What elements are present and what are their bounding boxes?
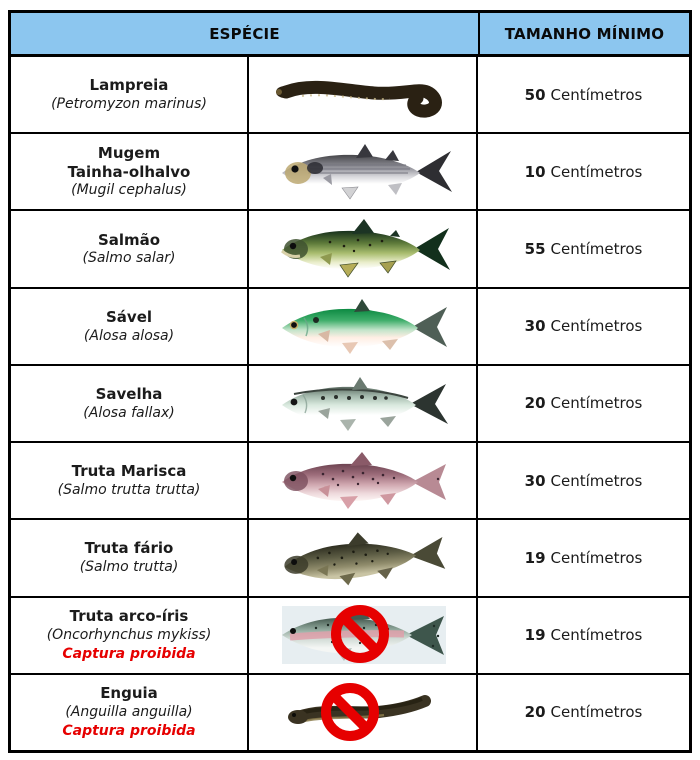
size-unit: Centímetros [550, 240, 643, 259]
size-value: 30 [524, 471, 546, 490]
scientific-name: (Alosa fallax) [83, 404, 175, 421]
minimum-size-cell: 55 Centímetros [478, 211, 689, 286]
truta-marisca-fish-image [281, 451, 446, 509]
size-value: 30 [524, 317, 546, 336]
size-unit: Centímetros [550, 162, 643, 181]
species-name: Sável [105, 307, 153, 326]
size-unit: Centímetros [550, 626, 643, 645]
minimum-size-cell: 10 Centímetros [478, 134, 689, 209]
table-row: Savelha (Alosa fallax) [11, 363, 689, 442]
size-value: 55 [524, 240, 546, 259]
scientific-name: (Petromyzon marinus) [51, 95, 207, 112]
size-unit: Centímetros [550, 85, 643, 104]
lampreia-fish-image [275, 80, 442, 118]
capture-prohibited-label: Captura proibida [62, 723, 196, 740]
size-value: 20 [524, 394, 546, 413]
table-row: Enguia (Anguilla anguilla) Captura proib… [11, 672, 689, 750]
table-row: Truta arco-íris (Oncorhynchus mykiss) Ca… [11, 595, 689, 673]
table-row: Truta fário (Salmo trutta) [11, 518, 689, 596]
species-name: Truta Marisca [71, 462, 187, 481]
minimum-size-cell: 30 Centímetros [478, 443, 689, 518]
mugem-fish-image [281, 143, 452, 200]
fish-image-cell [249, 597, 478, 673]
table-row: Mugem Tainha-olhalvo (Mugil cephalus) [11, 132, 689, 210]
species-cell: Enguia (Anguilla anguilla) Captura proib… [11, 674, 249, 750]
scientific-name: (Oncorhynchus mykiss) [46, 626, 212, 643]
minimum-size-cell: 19 Centímetros [478, 520, 689, 595]
header-especie: ESPÉCIE [11, 13, 480, 54]
size-value: 20 [524, 703, 546, 722]
size-value: 19 [524, 548, 546, 567]
table-row: Sável (Alosa alosa) [11, 286, 689, 364]
table-header-row: ESPÉCIE TAMANHO MÍNIMO [11, 13, 689, 57]
truta-arco-iris-fish-image [281, 605, 446, 665]
no-capture-icon [320, 683, 379, 742]
table-row: Salmão (Salmo salar) [11, 209, 689, 287]
minimum-size-cell: 20 Centímetros [478, 366, 689, 441]
size-unit: Centímetros [550, 548, 643, 567]
species-cell: Mugem Tainha-olhalvo (Mugil cephalus) [11, 134, 249, 210]
size-unit: Centímetros [550, 703, 643, 722]
species-cell: Truta fário (Salmo trutta) [11, 520, 249, 596]
fish-image-cell [249, 674, 478, 750]
species-cell: Savelha (Alosa fallax) [11, 365, 249, 442]
fish-image-cell [249, 134, 478, 210]
size-unit: Centímetros [550, 317, 643, 336]
scientific-name: (Salmo salar) [82, 250, 176, 267]
scientific-name: (Salmo trutta trutta) [57, 481, 201, 498]
fish-image-cell [249, 57, 478, 133]
size-value: 50 [524, 85, 546, 104]
size-value: 10 [524, 162, 546, 181]
species-name: Truta fário [84, 539, 174, 558]
scientific-name: (Alosa alosa) [83, 327, 175, 344]
scientific-name: (Anguilla anguilla) [65, 704, 193, 721]
species-cell: Salmão (Salmo salar) [11, 211, 249, 287]
species-name: Salmão [97, 230, 161, 249]
no-capture-icon [330, 605, 389, 664]
scientific-name: (Mugil cephalus) [71, 182, 187, 199]
savel-fish-image [281, 299, 447, 355]
species-cell: Sável (Alosa alosa) [11, 288, 249, 364]
species-cell: Lampreia (Petromyzon marinus) [11, 57, 249, 133]
species-minimum-size-table: ESPÉCIE TAMANHO MÍNIMO Lampreia (Petromy… [8, 10, 692, 753]
salmao-fish-image [280, 219, 450, 278]
fish-image-cell [249, 211, 478, 287]
table-row: Lampreia (Petromyzon marinus) 50 Centíme… [11, 57, 689, 133]
fish-image-cell [249, 365, 478, 442]
fish-image-cell [249, 443, 478, 519]
fish-image-cell [249, 520, 478, 596]
lamprey-head [275, 85, 294, 98]
size-unit: Centímetros [550, 471, 643, 490]
minimum-size-cell: 50 Centímetros [478, 57, 689, 132]
enguia-fish-image [287, 683, 431, 742]
fish-image-cell [249, 288, 478, 364]
species-name: Savelha [95, 385, 163, 404]
minimum-size-cell: 30 Centímetros [478, 289, 689, 364]
table-body: Lampreia (Petromyzon marinus) 50 Centíme… [11, 57, 689, 750]
species-name: Lampreia [89, 76, 169, 95]
species-name: Mugem [97, 143, 161, 162]
capture-prohibited-label: Captura proibida [62, 646, 196, 663]
size-value: 19 [524, 626, 546, 645]
species-name-line2: Tainha-olhalvo [67, 162, 191, 181]
table-row: Truta Marisca (Salmo trutta trutta) [11, 441, 689, 519]
size-unit: Centímetros [550, 394, 643, 413]
minimum-size-cell: 19 Centímetros [478, 598, 689, 673]
header-tamanho-minimo: TAMANHO MÍNIMO [504, 24, 665, 43]
species-name: Enguia [100, 684, 158, 703]
species-cell: Truta arco-íris (Oncorhynchus mykiss) Ca… [11, 597, 249, 673]
savelha-fish-image [281, 377, 448, 432]
species-name: Truta arco-íris [69, 607, 189, 626]
scientific-name: (Salmo trutta) [79, 559, 179, 576]
truta-fario-fish-image [283, 532, 445, 586]
species-cell: Truta Marisca (Salmo trutta trutta) [11, 443, 249, 519]
minimum-size-cell: 20 Centímetros [478, 675, 689, 750]
